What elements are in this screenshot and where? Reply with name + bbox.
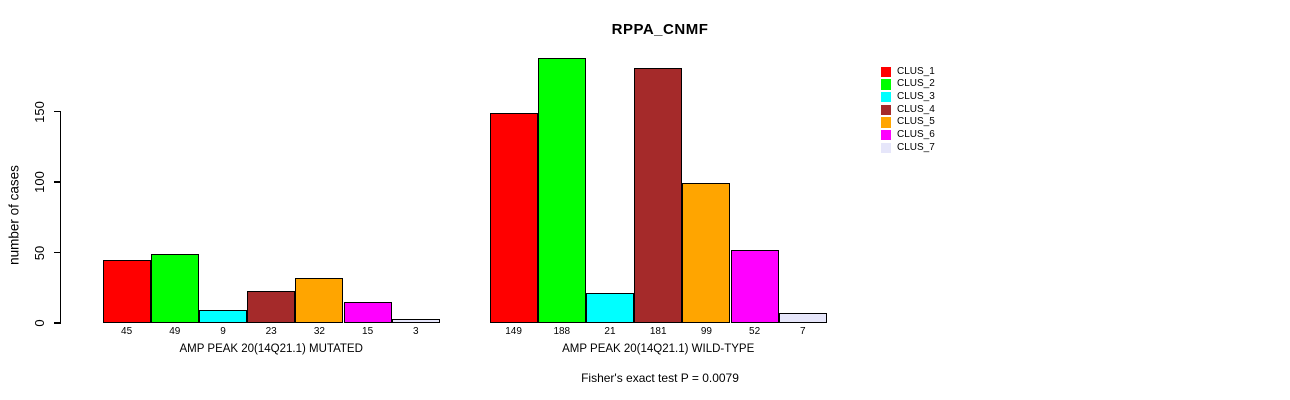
bar-value-label: 15 [362,326,374,337]
bar-clus_7 [778,313,827,323]
legend-label: CLUS_2 [897,78,935,90]
y-axis-tick-label: 50 [31,245,47,260]
bar-clus_1 [102,259,151,323]
bar-value-label: 188 [553,326,571,337]
bar-clus_4 [247,290,296,323]
y-axis-tick-label: 0 [31,319,47,327]
bar-clus_6 [343,301,392,323]
legend-label: CLUS_5 [897,116,935,128]
y-axis-tick [53,322,61,324]
bar-value-label: 23 [265,326,277,337]
bar-value-label: 52 [749,326,761,337]
bar-clus_4 [634,67,683,323]
legend-swatch-clus_6 [880,129,891,141]
chart-title: RPPA_CNMF [611,21,709,38]
bar-value-label: 49 [169,326,181,337]
bar-value-label: 99 [700,326,712,337]
bar-value-label: 181 [649,326,667,337]
bar-value-label: 3 [413,326,419,337]
bar-clus_5 [682,183,731,323]
y-axis-tick-label: 100 [31,171,47,193]
x-axis-group-label: AMP PEAK 20(14Q21.1) WILD-TYPE [562,343,755,355]
bar-value-label: 9 [220,326,226,337]
y-axis-tick [53,110,61,113]
y-axis-line [60,111,62,324]
bar-value-label: 45 [121,326,133,337]
fisher-test-annotation: Fisher's exact test P = 0.0079 [581,371,739,385]
bar-clus_2 [537,57,586,323]
legend-label: CLUS_1 [897,65,935,77]
legend-label: CLUS_4 [897,103,935,115]
y-axis-tick-label: 150 [31,100,47,123]
bar-value-label: 32 [313,326,325,337]
legend-swatch-clus_3 [880,91,891,103]
x-axis-group-label: AMP PEAK 20(14Q21.1) MUTATED [179,343,363,355]
bar-clus_1 [489,112,538,323]
legend-label: CLUS_7 [897,141,935,153]
bar-value-label: 7 [800,326,806,337]
legend-label: CLUS_3 [897,90,935,102]
bar-clus_7 [391,318,440,323]
bar-clus_3 [198,310,248,323]
y-axis-tick [53,251,61,254]
bar-clus_3 [585,293,635,323]
bar-value-label: 21 [604,326,616,337]
bar-clus_5 [295,277,344,323]
legend-swatch-clus_5 [880,117,891,128]
legend-swatch-clus_7 [880,142,891,154]
bar-clus_6 [730,249,779,323]
y-axis-tick [53,181,61,183]
y-axis-title: number of cases [6,165,22,265]
bar-clus_2 [150,253,199,323]
legend-swatch-clus_2 [880,79,891,90]
legend-label: CLUS_6 [897,128,935,140]
legend-swatch-clus_1 [880,66,891,78]
bar-value-label: 149 [505,326,522,337]
legend-swatch-clus_4 [880,104,891,116]
